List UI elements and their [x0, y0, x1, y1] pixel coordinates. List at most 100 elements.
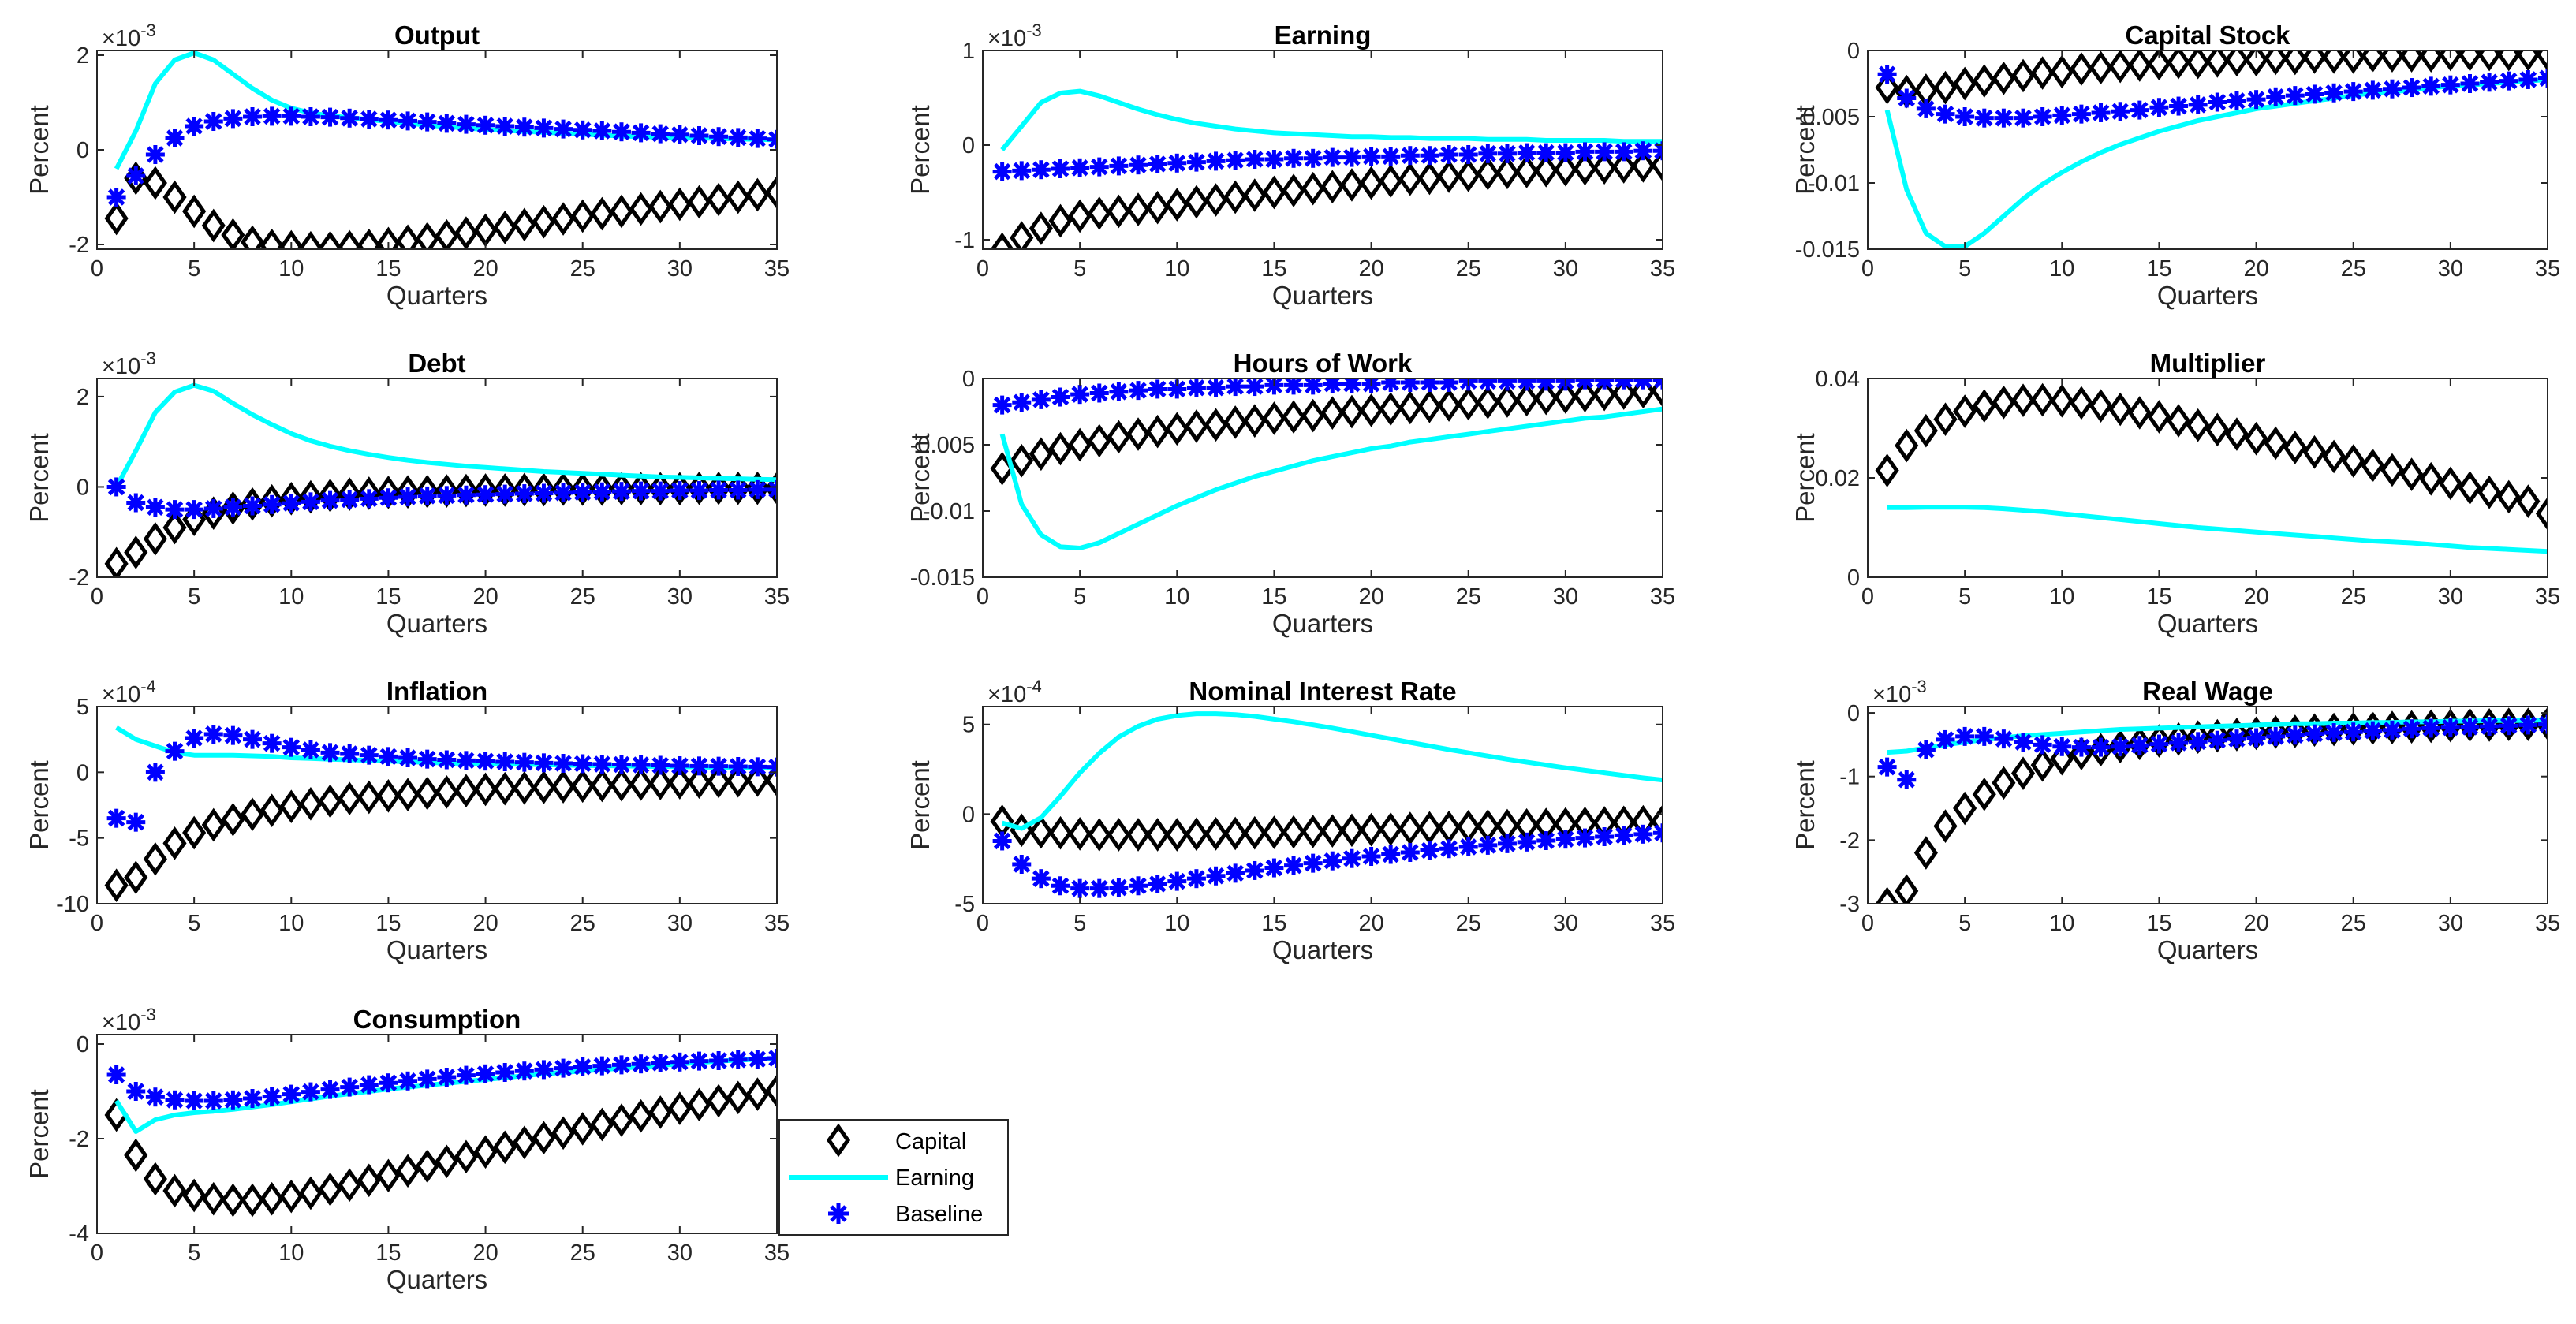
chart-hours-of-work-capital-point: [1476, 385, 1500, 420]
chart-earning-capital-point: [1320, 170, 1345, 204]
chart-output-baseline-point-d2: [360, 110, 378, 128]
chart-real-wage-ytick-label: -1: [1839, 765, 1860, 790]
chart-debt-ytick-label: -2: [69, 565, 89, 591]
chart-capital-stock-baseline-point-d2: [2461, 75, 2479, 92]
chart-consumption-xtick-label: 10: [278, 1240, 304, 1266]
chart-nominal-interest-rate-capital-point: [1048, 815, 1073, 850]
chart-earning-capital-point: [1359, 166, 1383, 200]
chart-multiplier-capital-point: [2127, 396, 2152, 430]
chart-consumption-baseline-point-d2: [651, 1054, 669, 1072]
chart-hours-of-work-baseline-point: [1633, 379, 1653, 390]
chart-capital-stock-baseline-point: [2208, 92, 2227, 112]
legend-label-baseline: Baseline: [895, 1202, 983, 1227]
chart-hours-of-work-capital-point: [1339, 394, 1365, 429]
chart-debt-baseline-point: [320, 490, 340, 510]
chart-consumption-capital-point: [570, 1112, 595, 1146]
chart-nominal-interest-rate-xtick-label: 20: [1358, 911, 1383, 936]
chart-inflation-baseline-point-d2: [399, 749, 416, 766]
chart-output-baseline-point-d2: [749, 129, 767, 147]
chart-inflation-baseline-point-d2: [321, 744, 339, 762]
chart-hours-of-work-baseline-point-d2: [1110, 383, 1128, 401]
chart-earning-capital-point: [1301, 171, 1325, 206]
chart-earning-baseline-point: [1653, 141, 1663, 161]
chart-inflation-capital-point: [338, 781, 362, 816]
chart-real-wage-baseline-point: [2324, 723, 2344, 743]
chart-real-wage-exponent-power: -3: [1911, 677, 1927, 696]
chart-multiplier-xtick-label: 0: [1861, 584, 1874, 610]
chart-real-wage-ytick-label: -3: [1839, 892, 1860, 917]
chart-earning-baseline-point-d2: [1537, 144, 1555, 162]
chart-output-baseline-point: [282, 106, 301, 126]
chart-hours-of-work-baseline-point: [1381, 379, 1401, 393]
chart-capital-stock-baseline-point: [2440, 75, 2460, 95]
chart-earning-baseline-point-d2: [1148, 155, 1167, 173]
chart-debt-baseline-point: [534, 483, 554, 503]
chart-hours-of-work-capital-point: [1359, 393, 1383, 427]
chart-inflation-capital-point: [726, 763, 750, 798]
chart-debt-exponent-power: -3: [140, 349, 156, 368]
chart-inflation-baseline-point-d2: [690, 757, 708, 775]
chart-nominal-interest-rate-baseline-point: [1186, 869, 1206, 889]
chart-consumption-xtick-label: 0: [91, 1240, 103, 1266]
chart-output-baseline-point-d2: [554, 120, 572, 138]
chart-earning-capital-point: [1379, 164, 1403, 198]
chart-hours-of-work-baseline-point-d2: [1013, 393, 1031, 412]
chart-debt-baseline-point-d2: [632, 482, 650, 500]
chart-consumption-xtick-label: 25: [570, 1240, 595, 1266]
chart-inflation-baseline-point-d2: [166, 742, 184, 760]
chart-debt-baseline-point-d2: [729, 481, 747, 499]
chart-hours-of-work-baseline-point: [1031, 390, 1051, 409]
chart-consumption-capital-point: [532, 1121, 556, 1155]
chart-earning-capital-point: [1010, 221, 1034, 249]
chart-consumption-capital-point: [182, 1178, 207, 1213]
chart-earning-baseline-point: [1361, 147, 1381, 166]
chart-inflation-xlabel: Quarters: [386, 935, 487, 964]
chart-consumption-baseline-point-d2: [632, 1055, 650, 1072]
chart-output-capital-point: [590, 196, 614, 231]
chart-nominal-interest-rate-baseline-point: [1167, 871, 1187, 891]
chart-real-wage-baseline-point: [1955, 726, 1975, 746]
chart-real-wage-baseline-point: [2363, 721, 2383, 740]
chart-hours-of-work-capital-point: [1553, 380, 1577, 414]
chart-earning-capital-point: [1495, 155, 1520, 190]
chart-multiplier-capital-point: [2496, 479, 2521, 514]
chart-inflation-baseline-point-d2: [438, 751, 456, 769]
chart-inflation-capital-point: [201, 807, 226, 842]
chart-output-baseline-point: [534, 118, 554, 138]
chart-capital-stock-baseline-point: [2130, 100, 2149, 120]
chart-earning-ytick-label: -1: [954, 228, 975, 253]
chart-debt-baseline-point: [495, 484, 515, 504]
chart-consumption-baseline-point: [631, 1054, 651, 1074]
chart-earning: 0 5 10 15 20 25 30 35-101EarningQuartersPercent…: [905, 21, 1675, 310]
chart-multiplier-capital-point: [2399, 457, 2424, 491]
chart-consumption-capital-point: [745, 1077, 770, 1111]
chart-multiplier-capital-point: [2244, 421, 2268, 456]
chart-output-baseline-point: [476, 115, 495, 135]
chart-multiplier-capital-point: [2030, 382, 2055, 417]
chart-debt-baseline-point-d2: [379, 489, 398, 506]
chart-earning-xlabel: Quarters: [1272, 281, 1373, 310]
chart-multiplier-xtick-label: 25: [2341, 584, 2366, 610]
chart-earning-baseline-point-d2: [1323, 148, 1342, 166]
chart-output-baseline-point-d2: [476, 117, 495, 134]
chart-output-baseline-point-d2: [651, 125, 669, 143]
chart-nominal-interest-rate-baseline-point-d2: [1362, 848, 1380, 865]
chart-output-capital-point: [707, 182, 731, 217]
chart-output-baseline-point: [437, 114, 457, 133]
chart-hours-of-work-baseline-point-d2: [1071, 386, 1088, 403]
chart-consumption-baseline-point: [106, 1065, 126, 1084]
chart-capital-stock-baseline-point-d2: [1995, 109, 2013, 127]
chart-earning-baseline-point: [1614, 142, 1633, 162]
chart-output-baseline-point-d2: [593, 122, 611, 140]
chart-debt-baseline-point-d1: [768, 481, 777, 493]
chart-debt-baseline-point-d2: [593, 483, 611, 501]
chart-output-baseline-point: [592, 121, 612, 140]
chart-hours-of-work-xtick-label: 0: [976, 584, 989, 610]
chart-nominal-interest-rate-baseline-point: [1497, 834, 1517, 853]
chart-capital-stock-capital-point: [2361, 50, 2385, 73]
chart-debt-exponent: ×10-3: [102, 349, 156, 379]
chart-inflation-baseline-point-d2: [496, 753, 513, 770]
chart-earning-capital-point: [1126, 192, 1151, 226]
chart-inflation-baseline-point-d2: [147, 763, 164, 781]
